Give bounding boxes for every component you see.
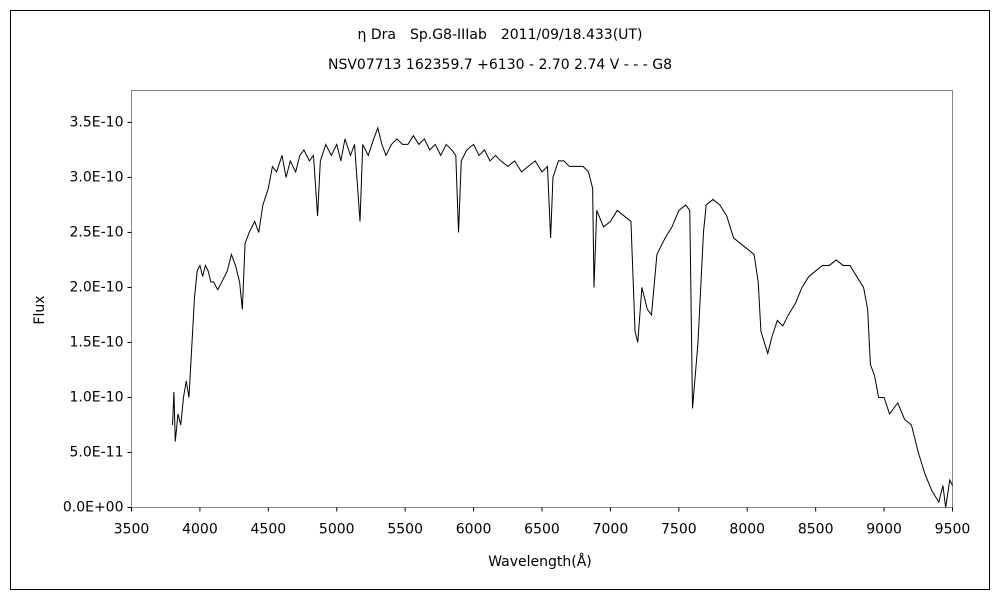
x-tick-label: 9500 [935, 522, 971, 538]
x-tick-label: 4500 [251, 522, 287, 538]
chart-border [10, 10, 990, 590]
y-tick-label: 1.5E-10 [70, 334, 124, 350]
y-tick-label: 0.0E+00 [63, 500, 124, 516]
plot-area [131, 90, 953, 508]
x-tick-label: 4000 [182, 522, 218, 538]
y-tick-label: 2.0E-10 [70, 279, 124, 295]
chart-title: η Dra Sp.G8-IIIab 2011/09/18.433(UT) [358, 27, 643, 43]
x-tick-label: 6000 [456, 522, 492, 538]
spectrum-line [172, 126, 953, 508]
x-tick-label: 6500 [524, 522, 560, 538]
x-tick-label: 5000 [319, 522, 355, 538]
x-tick-label: 8500 [798, 522, 834, 538]
x-tick-label: 7500 [661, 522, 697, 538]
x-tick-label: 7000 [593, 522, 629, 538]
y-tick-label: 1.0E-10 [70, 389, 124, 405]
y-axis-label: Flux [32, 295, 48, 324]
x-tick-label: 5500 [387, 522, 423, 538]
x-tick-label: 8000 [729, 522, 765, 538]
y-tick-label: 3.5E-10 [70, 114, 124, 130]
y-tick-label: 3.0E-10 [70, 169, 124, 185]
x-tick-label: 3500 [114, 522, 150, 538]
x-axis-label: Wavelength(Å) [488, 553, 592, 570]
x-tick-label: 9000 [866, 522, 902, 538]
y-tick-label: 5.0E-11 [70, 444, 124, 460]
chart-subtitle: NSV07713 162359.7 +6130 - 2.70 2.74 V - … [328, 57, 672, 73]
y-tick-label: 2.5E-10 [70, 224, 124, 240]
